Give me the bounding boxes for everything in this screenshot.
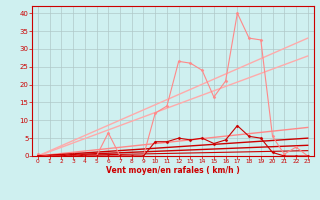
X-axis label: Vent moyen/en rafales ( km/h ): Vent moyen/en rafales ( km/h ): [106, 166, 240, 175]
